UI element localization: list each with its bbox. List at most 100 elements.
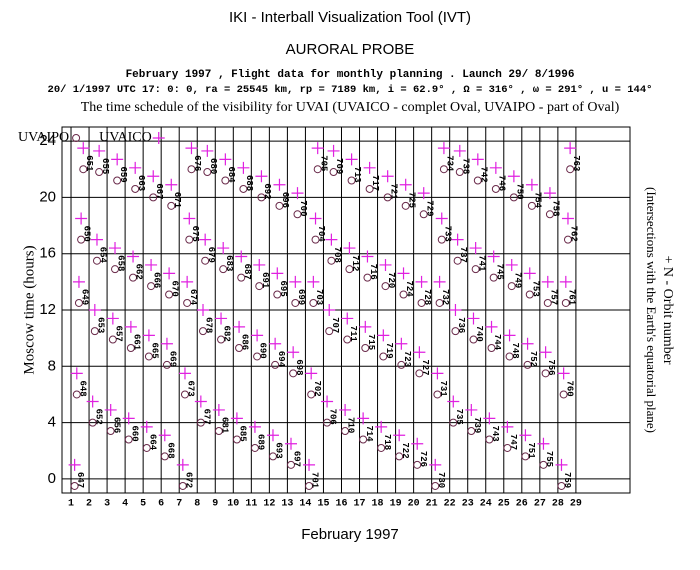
data-point (363, 273, 372, 282)
data-point (311, 142, 324, 155)
orbit-label: 656 (111, 417, 121, 433)
data-point (221, 176, 230, 185)
y-tick-label: 16 (39, 245, 56, 262)
data-point (413, 346, 426, 359)
data-point (180, 390, 189, 399)
orbit-label: 678 (204, 317, 214, 333)
data-point (106, 427, 115, 436)
orbit-label: 701 (310, 472, 320, 489)
data-point (397, 360, 406, 369)
data-point (377, 329, 390, 342)
orbit-label: 675 (190, 226, 200, 242)
data-point (303, 458, 316, 471)
data-point (525, 178, 538, 191)
data-point (90, 233, 103, 246)
orbit-label: 725 (406, 192, 416, 208)
orbit-label: 711 (348, 326, 358, 343)
orbit-label: 705 (318, 155, 328, 171)
orbit-label: 684 (226, 166, 236, 183)
orbit-label: 696 (280, 192, 290, 208)
data-point (183, 298, 192, 307)
data-point (219, 265, 228, 274)
data-point (79, 165, 88, 174)
y-tick-label: 20 (39, 188, 56, 205)
data-point (217, 335, 226, 344)
data-point (383, 193, 392, 202)
orbit-label: 708 (332, 247, 342, 263)
data-point (415, 369, 424, 378)
data-point (142, 443, 151, 452)
data-point (131, 184, 140, 193)
data-point (327, 256, 336, 265)
orbit-label: 662 (134, 264, 144, 280)
data-point (167, 201, 176, 210)
data-point (203, 168, 212, 177)
x-tick-label: 22 (444, 499, 456, 510)
legend-label: UVAICO (99, 130, 152, 145)
data-point (361, 344, 370, 353)
data-point (250, 443, 259, 452)
data-point (212, 403, 225, 416)
data-point (104, 403, 117, 416)
orbit-label: 715 (366, 334, 376, 350)
data-point (566, 165, 575, 174)
legend-label: UVAIPO (18, 130, 69, 145)
x-tick-label: 27 (534, 499, 546, 510)
data-point (235, 250, 248, 263)
orbit-label: 674 (188, 289, 198, 306)
orbit-label: 712 (350, 255, 360, 271)
orbit-label: 752 (528, 351, 538, 367)
data-point (507, 282, 516, 291)
orbit-label: 763 (571, 155, 581, 171)
orbit-label: 666 (152, 272, 162, 288)
orbit-label: 651 (84, 155, 94, 172)
data-point (237, 161, 250, 174)
data-point (248, 420, 261, 433)
data-point (557, 367, 570, 380)
orbit-label: 758 (551, 200, 561, 216)
data-point (467, 312, 480, 325)
data-point (345, 265, 354, 274)
x-tick-label: 25 (498, 499, 510, 510)
data-point (273, 178, 286, 191)
x-tick-label: 1 (68, 499, 74, 510)
data-point (271, 267, 284, 280)
chart-subtitle: AURORAL PROBE (286, 41, 415, 58)
orbit-label: 746 (496, 175, 506, 191)
data-point (72, 275, 85, 288)
data-point (419, 210, 428, 219)
orbit-label: 649 (80, 289, 90, 305)
data-point (199, 327, 208, 336)
orbit-label: 742 (478, 166, 488, 182)
data-point (539, 346, 552, 359)
x-tick-label: 5 (140, 499, 146, 510)
data-point (72, 390, 81, 399)
data-point (345, 153, 358, 166)
orbit-label: 690 (258, 342, 268, 358)
data-point (75, 212, 88, 225)
orbit-label: 653 (95, 317, 105, 333)
y-tick-label: 12 (39, 301, 56, 318)
orbit-label: 714 (364, 426, 374, 443)
description: The time schedule of the visibility for … (81, 100, 620, 115)
data-point (127, 250, 140, 263)
data-point (453, 144, 466, 157)
data-point (489, 161, 502, 174)
orbit-label: 670 (170, 281, 180, 297)
x-tick-label: 21 (426, 499, 438, 510)
orbit-label: 694 (276, 351, 286, 368)
orbit-label: 658 (116, 255, 126, 271)
orbit-label: 682 (222, 326, 232, 342)
data-point (505, 258, 518, 271)
data-point (437, 142, 450, 155)
orbit-label: 723 (402, 351, 412, 367)
data-point (201, 256, 210, 265)
x-tick-label: 23 (462, 499, 474, 510)
data-point (307, 275, 320, 288)
chart-title: IKI - Interball Visualization Tool (IVT) (229, 9, 471, 26)
data-point (149, 193, 158, 202)
legend-marker (152, 132, 165, 144)
y2-axis-sublabel: (Intersections with the Earth's equatori… (644, 187, 659, 433)
data-point (519, 429, 532, 442)
orbit-label: 737 (458, 247, 468, 263)
